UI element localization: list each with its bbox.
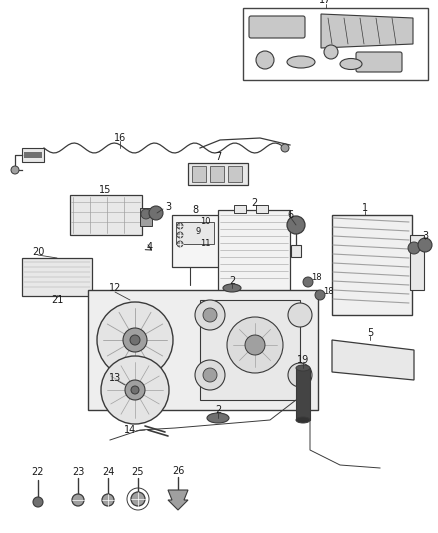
Text: 2: 2 bbox=[215, 405, 221, 415]
Bar bbox=[188, 163, 248, 185]
Circle shape bbox=[245, 335, 265, 355]
Circle shape bbox=[324, 45, 338, 59]
Text: 18: 18 bbox=[323, 287, 333, 295]
Circle shape bbox=[131, 386, 139, 394]
Circle shape bbox=[408, 242, 420, 254]
Text: 4: 4 bbox=[147, 242, 153, 252]
Circle shape bbox=[177, 241, 183, 247]
Circle shape bbox=[149, 206, 163, 220]
Text: 23: 23 bbox=[72, 467, 84, 477]
Circle shape bbox=[72, 494, 84, 506]
Bar bbox=[332, 215, 412, 315]
Bar bbox=[296, 368, 310, 420]
Bar bbox=[176, 222, 214, 244]
Circle shape bbox=[102, 494, 114, 506]
Circle shape bbox=[303, 277, 313, 287]
Text: 5: 5 bbox=[367, 328, 373, 338]
Ellipse shape bbox=[296, 365, 310, 371]
Text: 6: 6 bbox=[287, 210, 293, 220]
Bar bbox=[410, 235, 424, 290]
Text: 2: 2 bbox=[251, 198, 257, 208]
Polygon shape bbox=[332, 340, 414, 380]
Bar bbox=[140, 208, 152, 226]
Bar bbox=[234, 205, 246, 213]
Ellipse shape bbox=[223, 284, 241, 292]
Bar bbox=[243, 8, 428, 80]
Text: 16: 16 bbox=[114, 133, 126, 143]
Text: 2: 2 bbox=[229, 276, 235, 286]
Bar bbox=[88, 290, 318, 410]
Text: 8: 8 bbox=[192, 205, 198, 215]
Ellipse shape bbox=[296, 417, 310, 423]
Text: 3: 3 bbox=[422, 231, 428, 241]
Polygon shape bbox=[321, 14, 413, 48]
Ellipse shape bbox=[287, 56, 315, 68]
Circle shape bbox=[177, 223, 183, 229]
Bar bbox=[24, 152, 42, 158]
Circle shape bbox=[195, 360, 225, 390]
FancyBboxPatch shape bbox=[249, 16, 305, 38]
Circle shape bbox=[101, 356, 169, 424]
Text: 12: 12 bbox=[109, 283, 121, 293]
Bar bbox=[210, 166, 224, 182]
Bar bbox=[240, 292, 258, 300]
Text: 3: 3 bbox=[165, 202, 171, 212]
Text: 14: 14 bbox=[124, 425, 136, 435]
Text: 10: 10 bbox=[200, 217, 210, 227]
Bar bbox=[172, 215, 220, 267]
Circle shape bbox=[288, 363, 312, 387]
Text: 13: 13 bbox=[109, 373, 121, 383]
Text: 21: 21 bbox=[51, 295, 63, 305]
FancyBboxPatch shape bbox=[356, 52, 402, 72]
Circle shape bbox=[141, 209, 151, 219]
Text: 17: 17 bbox=[319, 0, 332, 5]
Text: 15: 15 bbox=[99, 185, 111, 195]
Text: 7: 7 bbox=[215, 152, 221, 162]
Bar bbox=[22, 258, 92, 296]
Text: 11: 11 bbox=[200, 238, 210, 247]
Circle shape bbox=[227, 317, 283, 373]
Text: 9: 9 bbox=[195, 228, 201, 237]
Text: 22: 22 bbox=[32, 467, 44, 477]
Text: 1: 1 bbox=[362, 203, 368, 213]
Bar bbox=[200, 300, 300, 400]
Circle shape bbox=[195, 300, 225, 330]
Text: 19: 19 bbox=[297, 355, 309, 365]
Text: 20: 20 bbox=[32, 247, 44, 257]
Ellipse shape bbox=[340, 59, 362, 69]
Circle shape bbox=[418, 238, 432, 252]
Circle shape bbox=[315, 290, 325, 300]
Circle shape bbox=[256, 51, 274, 69]
Text: 25: 25 bbox=[132, 467, 144, 477]
Circle shape bbox=[288, 303, 312, 327]
Circle shape bbox=[281, 144, 289, 152]
Bar bbox=[22, 148, 44, 162]
Bar bbox=[70, 195, 142, 235]
Circle shape bbox=[123, 328, 147, 352]
Circle shape bbox=[97, 302, 173, 378]
Bar bbox=[218, 210, 290, 292]
Circle shape bbox=[177, 232, 183, 238]
Circle shape bbox=[11, 166, 19, 174]
Circle shape bbox=[130, 335, 140, 345]
Circle shape bbox=[203, 308, 217, 322]
Text: 24: 24 bbox=[102, 467, 114, 477]
Circle shape bbox=[125, 380, 145, 400]
Circle shape bbox=[203, 368, 217, 382]
Bar bbox=[256, 205, 268, 213]
Ellipse shape bbox=[207, 413, 229, 423]
Text: 26: 26 bbox=[172, 466, 184, 476]
Bar bbox=[291, 245, 301, 257]
Circle shape bbox=[287, 216, 305, 234]
Text: 18: 18 bbox=[311, 273, 321, 282]
Polygon shape bbox=[168, 490, 188, 510]
Bar bbox=[192, 166, 206, 182]
Circle shape bbox=[33, 497, 43, 507]
Circle shape bbox=[131, 492, 145, 506]
Bar bbox=[228, 166, 242, 182]
